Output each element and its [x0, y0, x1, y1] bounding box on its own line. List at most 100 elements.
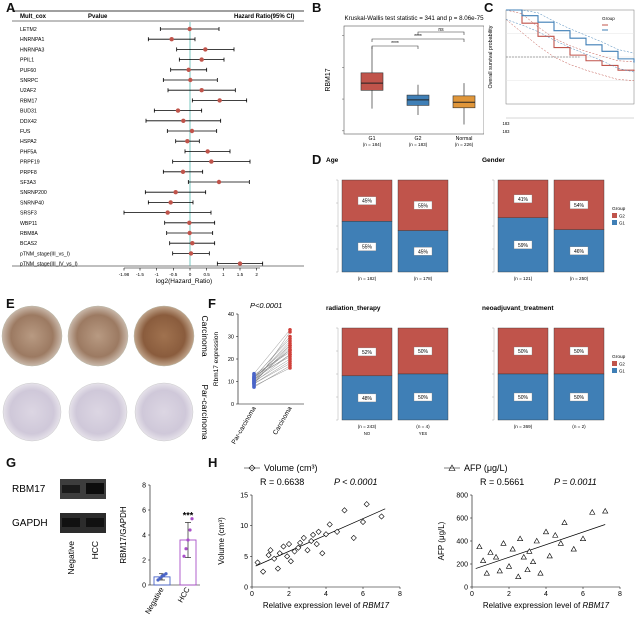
forest-gene-label: PUF60 — [20, 68, 36, 74]
g-y-tick-label: 6 — [142, 508, 146, 515]
forest-gene-label: SNRNP200 — [20, 190, 47, 196]
stack-label-box — [413, 247, 433, 256]
h-y-tick-label: 10 — [240, 523, 248, 530]
forest-gene-label: FUS — [20, 129, 31, 135]
panel-c-survival-plot: Overall survival probability Group 183 183 — [488, 9, 635, 134]
h-ylabel: AFP (μg/L) — [437, 521, 446, 560]
h-point — [476, 543, 483, 550]
g-y-tick-label: 0 — [142, 583, 146, 590]
stack-legend-label: G1 — [619, 221, 625, 226]
stack-label-box — [413, 392, 433, 402]
forest-point — [165, 210, 170, 215]
km-ci-low — [505, 19, 635, 73]
g-point — [182, 554, 186, 558]
h-point — [295, 544, 302, 551]
h-y-tick-label: 400 — [456, 539, 468, 546]
stack-subplot-title: radiation_therapy — [326, 305, 381, 312]
panel-letter-c: C — [484, 0, 494, 15]
h-point — [315, 528, 322, 535]
h-legend-label: AFP (μg/L) — [464, 463, 508, 473]
forest-gene-label: PPIL1 — [20, 58, 34, 64]
forest-point — [187, 26, 192, 32]
stack-label-box — [357, 393, 377, 403]
panel-letter-g: G — [6, 455, 17, 470]
km-ylabel: Overall survival probability — [488, 25, 494, 88]
paired-link — [253, 340, 291, 381]
h-point — [271, 555, 278, 562]
h-point — [363, 501, 370, 508]
ihc-core-par-carcinoma — [134, 382, 194, 442]
forest-point — [173, 190, 178, 195]
stack-subplot-title: neoadjuvant_treatment — [482, 305, 554, 312]
stack-subplot-title: Age — [326, 157, 339, 164]
forest-point — [189, 128, 195, 134]
h-point — [350, 534, 357, 541]
forest-gene-label: pTNM_stage(III_vs_I) — [20, 251, 70, 257]
stack-label-box — [569, 246, 589, 255]
paired-link — [253, 365, 291, 388]
paired-link — [253, 363, 291, 384]
panel-d-stacked-bars: Age 45% 55% (n = 182) 55% 45% (n = 178) Gender 4… — [326, 157, 626, 436]
paired-y-tick-label: 0 — [231, 402, 234, 408]
h-point — [265, 552, 272, 559]
h-xlabel: Relative expression level of RBM17 — [483, 601, 610, 610]
h-x-tick-label: 4 — [544, 591, 548, 598]
forest-point — [190, 241, 195, 246]
h-point — [287, 558, 294, 565]
h-x-tick-label: 6 — [581, 591, 585, 598]
stack-count: (n = 178) — [414, 276, 433, 281]
h-x-tick-label: 6 — [361, 591, 365, 598]
stack-label-box — [569, 200, 589, 209]
h-point — [334, 528, 341, 535]
h-point — [561, 519, 568, 525]
stack-label-g1: 46% — [574, 249, 585, 255]
forest-point — [180, 169, 186, 174]
forest-point — [199, 57, 204, 62]
stack-legend-label: G1 — [619, 369, 625, 374]
col-header-hr: Hazard Ratio(95% CI) — [234, 14, 294, 20]
h-point — [308, 537, 315, 545]
h-point — [285, 541, 293, 548]
forest-gene-label: BCAS2 — [20, 241, 37, 247]
g-point — [190, 517, 194, 521]
h-point — [542, 528, 550, 535]
g-category: HCC — [176, 585, 192, 604]
sig-bracket — [371, 45, 419, 49]
paired-y-tick-label: 10 — [228, 380, 234, 386]
stack-label-box — [413, 201, 433, 210]
h-point — [274, 565, 281, 572]
ihc-core-par-carcinoma — [2, 382, 62, 442]
h-x-tick-label: 2 — [507, 591, 511, 598]
h-p-label: P < 0.0001 — [334, 477, 377, 487]
stack-label-g2: 41% — [518, 197, 529, 203]
ihc-core-carcinoma — [67, 305, 129, 367]
forest-point — [205, 149, 210, 154]
panel-g-western-blot: RBM17 GAPDH Negative HCC 0 2 4 6 8 RBM17/GAPD… — [12, 479, 200, 616]
stack-label-box — [357, 347, 377, 357]
forest-point — [175, 108, 181, 113]
km-legend-title: Group — [602, 16, 615, 21]
paired-link — [253, 358, 291, 382]
paired-y-tick-label: 30 — [228, 335, 234, 341]
paired-point-par — [252, 371, 256, 376]
box-category-count: (n = 226) — [455, 142, 474, 147]
h-x-tick-label: 2 — [287, 591, 291, 598]
km-ci-high — [506, 9, 635, 54]
forest-point — [169, 37, 174, 42]
stack-label-g2: 50% — [518, 349, 529, 355]
stack-legend-swatch-g1 — [612, 220, 617, 225]
stack-label-g1: 45% — [418, 249, 429, 255]
forest-gene-label: PRPF8 — [20, 170, 37, 176]
forest-x-tick-label: 1.5 — [237, 272, 244, 277]
blot-lane-hcc: HCC — [90, 541, 100, 559]
panel-e-ihc-images: Carcinoma Par-carcinoma — [1, 305, 210, 442]
stack-count: (n = 182) — [358, 276, 377, 281]
g-point — [188, 528, 192, 532]
blot-label-gapdh: GAPDH — [12, 518, 48, 529]
forest-point — [217, 98, 222, 103]
forest-gene-label: HNRNPA3 — [20, 47, 45, 53]
forest-gene-label: SF3A3 — [20, 180, 36, 186]
h-point — [479, 557, 487, 563]
h-r-label: R = 0.6638 — [260, 477, 304, 487]
sig-label: **** — [391, 41, 399, 47]
